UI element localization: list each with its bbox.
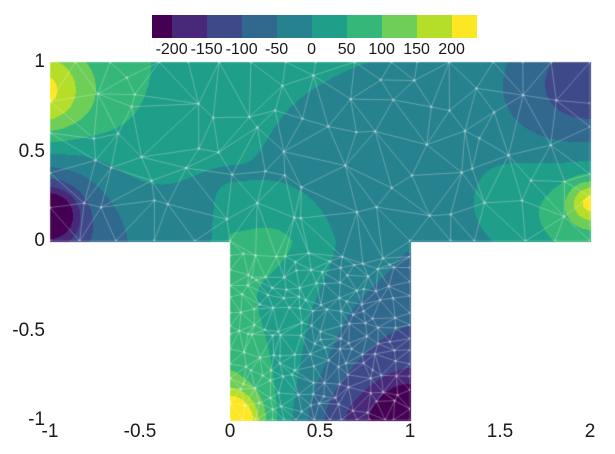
colorbar-tick-label: 0: [307, 41, 317, 58]
y-tick-label: 0: [34, 230, 45, 251]
colorbar-tick-label: 150: [403, 41, 430, 58]
colorbar-segment: [451, 15, 478, 38]
colorbar-segment: [381, 15, 417, 38]
colorbar-tick-label: 100: [368, 41, 395, 58]
colorbar-tick-label: 200: [438, 41, 465, 58]
colorbar-segment: [206, 15, 242, 38]
y-tick-label: 1: [34, 51, 45, 72]
x-tick-label: -1: [41, 421, 59, 442]
colorbar-segment: [241, 15, 277, 38]
y-tick-label: 0.5: [18, 140, 45, 162]
x-tick-label: 2: [584, 421, 596, 442]
x-tick-label: 1.5: [486, 421, 514, 442]
colorbar-segment: [171, 15, 207, 38]
colorbar-segment: [346, 15, 382, 38]
colorbar-segment: [276, 15, 312, 38]
colorbar-tick-label: -100: [225, 41, 258, 58]
x-tick-label: 0: [224, 421, 236, 442]
x-tick-label: -0.5: [123, 421, 157, 442]
x-tick-label: 0.5: [306, 421, 334, 442]
colorbar-segment: [311, 15, 347, 38]
colorbar-tick-label: 50: [337, 41, 356, 58]
y-tick-label: -0.5: [12, 319, 45, 341]
colorbar-segment: [416, 15, 452, 38]
colorbar-tick-label: -150: [190, 41, 223, 58]
x-tick-label: 1: [404, 421, 416, 442]
colorbar-tick-label: -50: [265, 41, 289, 58]
colorbar-segment: [152, 15, 172, 38]
colorbar-tick-label: -200: [155, 41, 188, 58]
colorbar: [152, 15, 478, 38]
y-tick-label: -1: [28, 409, 45, 430]
